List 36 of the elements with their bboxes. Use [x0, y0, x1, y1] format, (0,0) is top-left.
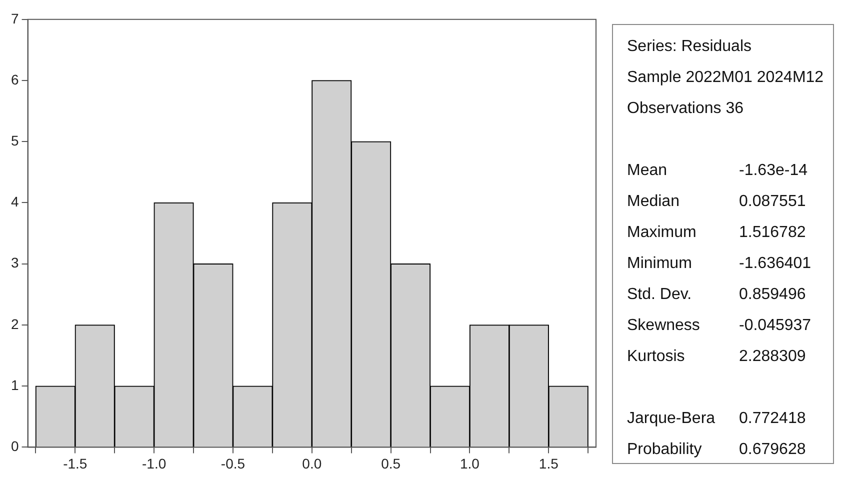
text: 2.288309	[739, 348, 806, 366]
y-tick-label: 7	[10, 10, 19, 26]
text: 0.772418	[739, 410, 806, 428]
x-tick-label: 1.0	[460, 455, 480, 472]
y-tick-label: 0	[10, 438, 19, 454]
text: Minimum	[627, 254, 693, 272]
text: -1.63e-14	[739, 162, 808, 180]
text: Maximum	[627, 224, 698, 242]
y-tick-label: 4	[10, 194, 19, 210]
y-tick-label: 3	[10, 254, 19, 271]
x-tick-label: -1.5	[63, 455, 88, 472]
text: 0.679628	[739, 440, 806, 458]
text: Std. Dev.	[627, 286, 693, 304]
text: 0.859496	[739, 286, 806, 304]
text: Mean	[627, 162, 668, 180]
y-tick-label: 6	[10, 71, 19, 88]
y-tick-label: 5	[10, 132, 19, 148]
text: Sample 2022M01 2024M12	[627, 68, 825, 88]
x-tick-label: 0.5	[381, 455, 401, 472]
text: Median	[627, 192, 680, 210]
text: Series: Residuals	[627, 36, 752, 56]
text: -0.045937	[739, 316, 812, 334]
text: Kurtosis	[627, 348, 686, 366]
text: Observations 36	[627, 98, 745, 118]
x-tick-label: -1.0	[142, 455, 166, 472]
x-tick-label: 0.0	[302, 455, 322, 472]
text: Jarque-Bera	[627, 410, 716, 428]
text: Skewness	[627, 316, 701, 334]
text: 1.516782	[739, 224, 806, 242]
text: 0.087551	[739, 192, 806, 210]
x-tick-label: 1.5	[538, 455, 559, 472]
x-tick-label: -0.5	[220, 455, 246, 472]
text: Probability	[627, 440, 703, 458]
y-tick-label: 1	[10, 376, 19, 393]
y-tick-label: 2	[10, 316, 19, 332]
text: -1.636401	[739, 254, 812, 272]
